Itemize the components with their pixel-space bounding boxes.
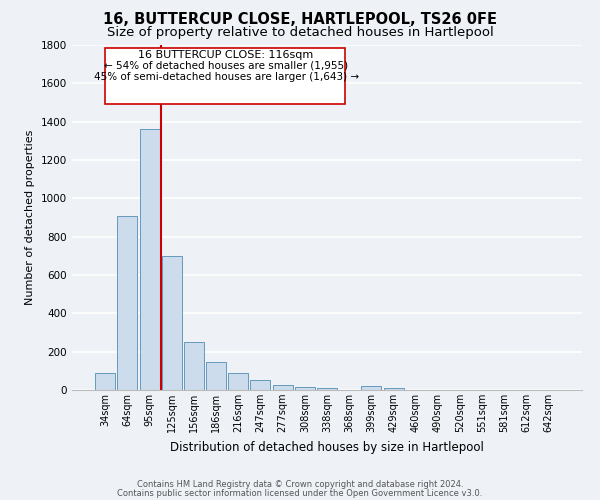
Bar [206,362,226,390]
Text: Size of property relative to detached houses in Hartlepool: Size of property relative to detached ho… [107,26,493,39]
Bar [295,387,315,390]
X-axis label: Distribution of detached houses by size in Hartlepool: Distribution of detached houses by size … [170,440,484,454]
Bar [184,342,204,390]
Text: Contains HM Land Registry data © Crown copyright and database right 2024.: Contains HM Land Registry data © Crown c… [137,480,463,489]
Text: 16 BUTTERCUP CLOSE: 116sqm: 16 BUTTERCUP CLOSE: 116sqm [139,50,314,60]
Bar [162,256,182,390]
Y-axis label: Number of detached properties: Number of detached properties [25,130,35,305]
Text: Contains public sector information licensed under the Open Government Licence v3: Contains public sector information licen… [118,488,482,498]
Bar [361,386,382,390]
Text: 16, BUTTERCUP CLOSE, HARTLEPOOL, TS26 0FE: 16, BUTTERCUP CLOSE, HARTLEPOOL, TS26 0F… [103,12,497,28]
Bar [95,373,115,390]
Bar [383,388,404,390]
Text: ← 54% of detached houses are smaller (1,955): ← 54% of detached houses are smaller (1,… [104,60,348,70]
Bar [118,216,137,390]
Bar [140,130,160,390]
Bar [317,388,337,390]
Bar [272,385,293,390]
Text: 45% of semi-detached houses are larger (1,643) →: 45% of semi-detached houses are larger (… [94,72,359,82]
Bar [228,373,248,390]
FancyBboxPatch shape [106,48,345,104]
Bar [250,380,271,390]
